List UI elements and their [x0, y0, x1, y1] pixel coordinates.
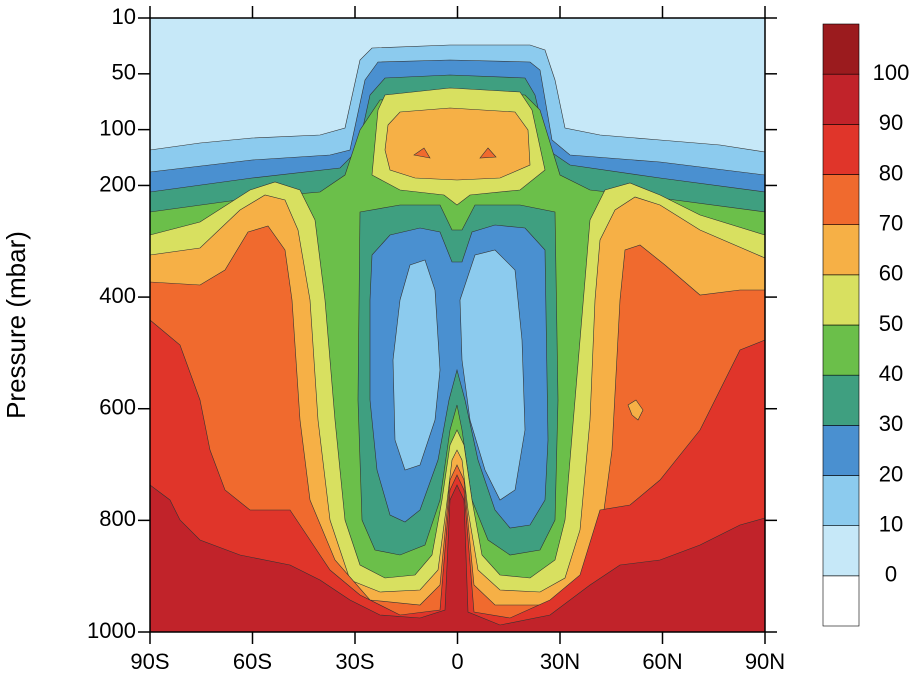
colorbar-box	[822, 23, 860, 75]
y-tick-label: 200	[99, 171, 136, 196]
y-axis-label: Pressure (mbar)	[1, 231, 31, 419]
x-tick-label: 60N	[642, 649, 682, 674]
colorbar-label: 100	[873, 60, 910, 85]
x-tick-label: 60S	[233, 649, 272, 674]
x-tick-label: 90N	[745, 649, 785, 674]
contour-fill	[149, 319, 766, 633]
contour-fill	[392, 259, 441, 471]
colorbar-box	[822, 174, 860, 225]
x-tick-label: 0	[451, 649, 463, 674]
colorbar-box	[822, 475, 860, 526]
colorbar-box	[822, 73, 860, 125]
colorbar-box	[822, 274, 860, 326]
colorbar-box	[822, 324, 860, 376]
colorbar-label: 30	[879, 411, 903, 436]
x-tick-label: 30N	[540, 649, 580, 674]
colorbar-box	[822, 525, 860, 577]
colorbar-label: 60	[879, 261, 903, 286]
colorbar-label: 90	[879, 110, 903, 135]
contour-fill	[627, 399, 644, 421]
colorbar-label: 80	[879, 160, 903, 185]
colorbar-label: 10	[879, 511, 903, 536]
x-tick-label: 90S	[130, 649, 169, 674]
contour-fill	[413, 147, 431, 159]
colorbar-box	[822, 374, 860, 426]
x-tick-label: 30S	[335, 649, 374, 674]
contour-fill	[384, 107, 531, 181]
colorbar-label: 50	[879, 311, 903, 336]
contour-fill	[479, 147, 497, 159]
y-tick-label: 100	[99, 115, 136, 140]
y-tick-label: 1000	[87, 618, 136, 643]
colorbar-box	[822, 575, 860, 627]
y-tick-label: 50	[112, 60, 136, 85]
colorbar-box	[822, 124, 860, 175]
contour-field	[149, 17, 766, 633]
colorbar-label: 70	[879, 210, 903, 235]
colorbar-label: 20	[879, 461, 903, 486]
contour-fill	[459, 249, 526, 501]
colorbar-label: 40	[879, 361, 903, 386]
colorbar-box	[822, 224, 860, 276]
colorbar-box	[822, 425, 860, 476]
y-tick-label: 10	[112, 4, 136, 29]
y-tick-label: 600	[99, 395, 136, 420]
y-tick-label: 800	[99, 506, 136, 531]
colorbar-label: 0	[885, 562, 897, 587]
contour-fill	[149, 484, 766, 633]
y-tick-label: 400	[99, 283, 136, 308]
